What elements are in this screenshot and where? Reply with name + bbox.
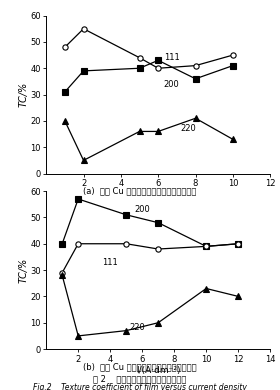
Text: 图 2    镀层织构系数与电流密度的关系: 图 2 镀层织构系数与电流密度的关系 [93,374,187,384]
Text: 220: 220 [181,124,196,133]
Text: Fig.2    Texture coefficient of film versus current density: Fig.2 Texture coefficient of film versus… [33,383,247,390]
Text: 200: 200 [164,80,179,89]
Text: 111: 111 [164,53,179,62]
Y-axis label: TC/%: TC/% [19,82,29,107]
Text: (b)  脉冲 Cu 镀层织构系数与电流密度的关系: (b) 脉冲 Cu 镀层织构系数与电流密度的关系 [83,362,197,371]
X-axis label: I/(A·dm⁻²): I/(A·dm⁻²) [136,366,180,376]
Text: 220: 220 [129,323,145,333]
Y-axis label: TC/%: TC/% [19,257,29,283]
Text: 200: 200 [134,205,150,214]
Text: (a)  直流 Cu 镀层织构系数与电流密度的关系: (a) 直流 Cu 镀层织构系数与电流密度的关系 [83,186,197,196]
Text: 111: 111 [102,258,118,267]
X-axis label: I/(A·dm⁻²): I/(A·dm⁻²) [136,191,180,200]
